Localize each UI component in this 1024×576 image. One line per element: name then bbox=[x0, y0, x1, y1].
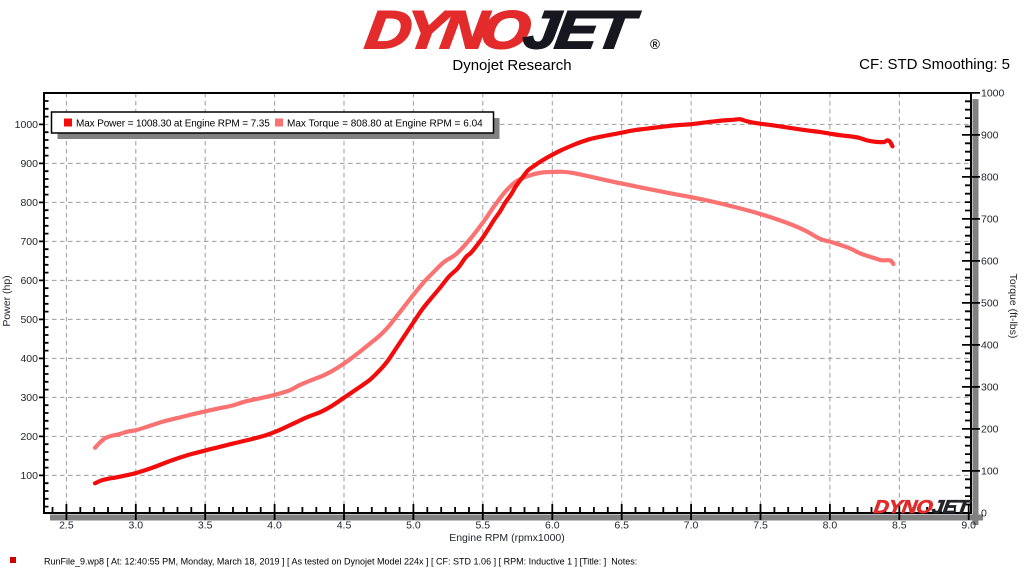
svg-text:3.0: 3.0 bbox=[128, 520, 143, 532]
svg-text:4.5: 4.5 bbox=[337, 520, 352, 532]
svg-text:7.5: 7.5 bbox=[753, 520, 768, 532]
svg-text:600: 600 bbox=[981, 256, 999, 268]
svg-text:400: 400 bbox=[20, 353, 38, 365]
svg-text:700: 700 bbox=[20, 236, 38, 248]
svg-text:Engine RPM (rpmx1000): Engine RPM (rpmx1000) bbox=[449, 532, 565, 544]
svg-text:6.5: 6.5 bbox=[614, 520, 629, 532]
svg-text:200: 200 bbox=[20, 431, 38, 443]
svg-text:8.0: 8.0 bbox=[823, 520, 838, 532]
svg-text:4.0: 4.0 bbox=[267, 520, 282, 532]
svg-text:Max Power = 1008.30 at Engine: Max Power = 1008.30 at Engine RPM = 7.35 bbox=[76, 118, 270, 129]
svg-text:5.0: 5.0 bbox=[406, 520, 421, 532]
svg-text:700: 700 bbox=[981, 214, 999, 226]
svg-text:500: 500 bbox=[981, 298, 999, 310]
svg-text:300: 300 bbox=[981, 382, 999, 394]
svg-text:7.0: 7.0 bbox=[684, 520, 699, 532]
svg-text:8.5: 8.5 bbox=[892, 520, 907, 532]
svg-text:600: 600 bbox=[20, 275, 38, 287]
svg-text:100: 100 bbox=[981, 466, 999, 478]
svg-text:Max Torque = 808.80 at Engine: Max Torque = 808.80 at Engine RPM = 6.04 bbox=[287, 118, 483, 129]
svg-text:1000: 1000 bbox=[981, 88, 1005, 100]
svg-text:2.5: 2.5 bbox=[59, 520, 74, 532]
svg-text:800: 800 bbox=[981, 172, 999, 184]
svg-text:0: 0 bbox=[981, 508, 987, 520]
svg-text:6.0: 6.0 bbox=[545, 520, 560, 532]
svg-text:300: 300 bbox=[20, 392, 38, 404]
svg-text:Power (hp): Power (hp) bbox=[1, 275, 13, 326]
svg-text:9.0: 9.0 bbox=[961, 520, 976, 532]
svg-text:900: 900 bbox=[20, 158, 38, 170]
svg-text:100: 100 bbox=[20, 470, 38, 482]
svg-text:Torque (ft-lbs): Torque (ft-lbs) bbox=[1007, 274, 1019, 339]
svg-text:5.5: 5.5 bbox=[475, 520, 490, 532]
svg-text:200: 200 bbox=[981, 424, 999, 436]
svg-text:1000: 1000 bbox=[15, 119, 39, 131]
svg-text:500: 500 bbox=[20, 314, 38, 326]
svg-text:800: 800 bbox=[20, 197, 38, 209]
svg-text:RunFile_9.wp8 [ At: 12:40:55 P: RunFile_9.wp8 [ At: 12:40:55 PM, Monday,… bbox=[44, 557, 637, 567]
svg-text:900: 900 bbox=[981, 130, 999, 142]
svg-text:400: 400 bbox=[981, 340, 999, 352]
svg-text:3.5: 3.5 bbox=[198, 520, 213, 532]
